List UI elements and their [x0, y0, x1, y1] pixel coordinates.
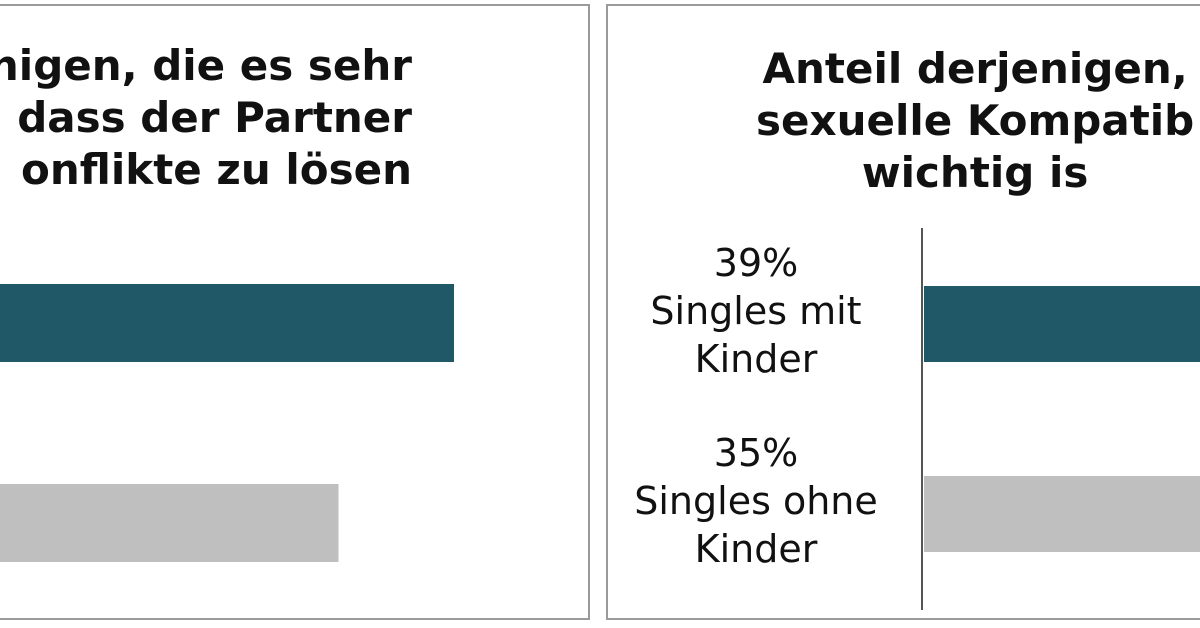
chart-panel-right: Anteil derjenigen, sexuelle Kompatib wic…	[606, 4, 1200, 620]
bar-chart-left	[0, 284, 454, 562]
chart-title-line: n, dass der Partner	[0, 93, 412, 142]
bar	[0, 484, 339, 562]
chart-title-line: sexuelle Kompatib	[756, 96, 1195, 145]
category-label-line: Kinder	[695, 337, 818, 381]
category-label: 39% Singles mit Kinder	[650, 241, 861, 381]
category-label: 35% Singles ohne Kinder	[634, 431, 878, 571]
category-label-line: Kinder	[695, 527, 818, 571]
chart-title-left: nigen, die es sehr n, dass der Partner o…	[0, 40, 412, 196]
bar	[924, 286, 1200, 362]
chart-title-line: nigen, die es sehr	[0, 41, 412, 90]
chart-panel-left: nigen, die es sehr n, dass der Partner o…	[0, 4, 590, 620]
category-label-line: Singles ohne	[634, 479, 878, 523]
category-label-line: Singles mit	[650, 289, 861, 333]
chart-title-line: wichtig is	[861, 148, 1089, 197]
bar	[0, 284, 454, 362]
chart-title-line: Anteil derjenigen,	[762, 44, 1188, 93]
bar	[924, 476, 1200, 552]
chart-title-line: onflikte zu lösen	[20, 145, 412, 194]
data-label: 39%	[714, 241, 798, 285]
data-label: 35%	[714, 431, 798, 475]
chart-title-right: Anteil derjenigen, sexuelle Kompatib wic…	[756, 43, 1194, 199]
